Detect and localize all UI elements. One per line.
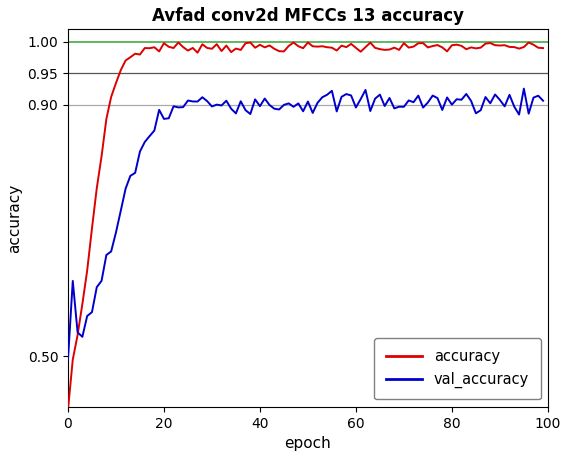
Legend: accuracy, val_accuracy: accuracy, val_accuracy — [374, 338, 541, 399]
Title: Avfad conv2d MFCCs 13 accuracy: Avfad conv2d MFCCs 13 accuracy — [152, 7, 464, 25]
Y-axis label: accuracy: accuracy — [7, 183, 22, 253]
X-axis label: epoch: epoch — [285, 436, 331, 451]
